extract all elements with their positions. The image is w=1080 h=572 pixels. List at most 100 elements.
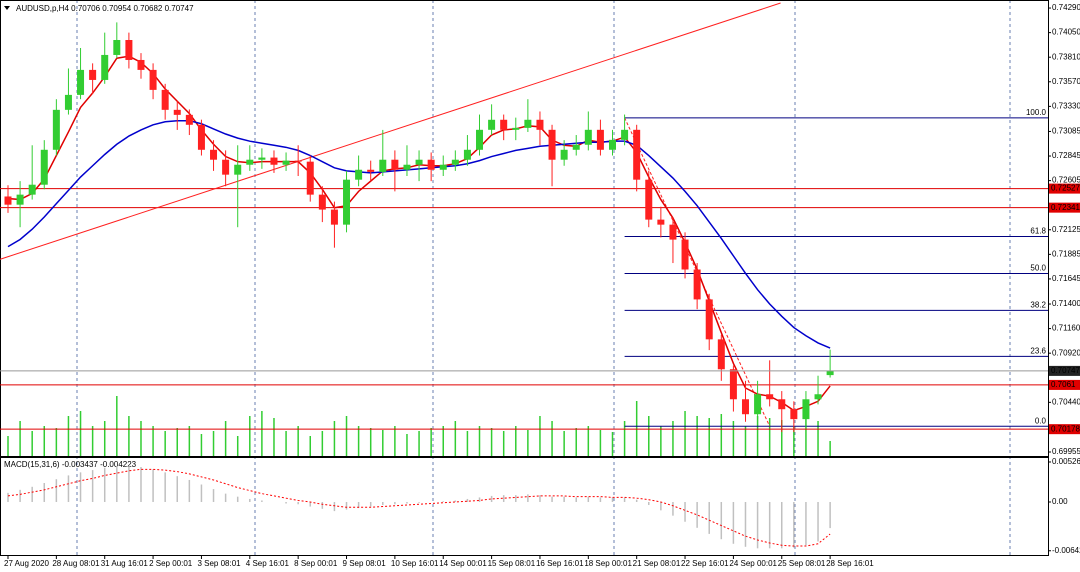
candle-body [536, 119, 544, 130]
candle-body [185, 114, 193, 125]
candle-body [512, 127, 520, 130]
y-tick-label: 0.72125 [1052, 225, 1080, 234]
y-tick-label: 0.72605 [1052, 176, 1080, 185]
candle-body [330, 209, 338, 225]
candle-body [246, 159, 254, 165]
x-tick-label: 9 Sep 08:01 [343, 559, 387, 568]
candle-body [476, 129, 484, 150]
candle-body [633, 129, 641, 180]
x-tick-label: 14 Sep 00:01 [439, 559, 487, 568]
level-tag [1049, 379, 1080, 390]
candle-body [500, 119, 508, 130]
signal-last: -0.004223 [100, 460, 137, 469]
candle-body [463, 149, 471, 160]
x-tick-label: 16 Sep 16:01 [536, 559, 584, 568]
candle-body [64, 94, 72, 110]
candle-body [137, 59, 145, 70]
x-tick-label: 25 Sep 08:01 [778, 559, 826, 568]
candle-body [802, 399, 810, 420]
level-label: 0.7061 [1051, 380, 1076, 389]
level-tag [1049, 183, 1080, 194]
candle-body [89, 69, 97, 80]
candle-body [222, 159, 230, 175]
x-tick-label: 21 Sep 08:01 [633, 559, 681, 568]
candle-body [572, 144, 580, 150]
fibo-label: 38.2 [1030, 300, 1046, 309]
candle-body [778, 399, 786, 410]
header-close: 0.70747 [165, 4, 194, 13]
header: AUDUSD,p,H4 0.70706 0.70954 0.70682 0.70… [16, 4, 194, 13]
last-price-tag [1049, 365, 1080, 376]
candle-body [584, 129, 592, 145]
y-tick-label: 0.70440 [1052, 397, 1080, 406]
x-tick-label: 4 Sep 16:01 [246, 559, 290, 568]
y-tick-label: 0.71885 [1052, 249, 1080, 258]
candle-body [16, 194, 24, 205]
level-label: 0.72341 [1051, 203, 1080, 212]
candle-body [439, 164, 447, 170]
level-tag [1049, 424, 1080, 435]
macd-header: MACD(15,31,6) -0.003437 -0.004223 [4, 460, 137, 469]
x-tick-label: 10 Sep 16:01 [391, 559, 439, 568]
candle-body [645, 179, 653, 220]
level-label: 0.70178 [1051, 424, 1080, 433]
y-tick-label: 0.73570 [1052, 77, 1080, 86]
candle-body [548, 129, 556, 160]
candle-body [210, 149, 218, 160]
x-tick-label: 15 Sep 08:01 [488, 559, 536, 568]
candle-body [355, 169, 363, 180]
fibo-label: 100.0 [1026, 108, 1047, 117]
y-tick-label: 0.72845 [1052, 151, 1080, 160]
candle-body [40, 149, 48, 185]
candle-body [560, 149, 568, 160]
y-tick-label: 0.005266 [1052, 457, 1080, 466]
candle-body [488, 119, 496, 130]
candle-body [125, 39, 133, 60]
candle-body [657, 219, 665, 225]
candle-body [705, 299, 713, 340]
x-tick-label: 2 Sep 00:01 [149, 559, 193, 568]
candle-body [693, 269, 701, 300]
candle-body [754, 394, 762, 415]
candle-body [391, 159, 399, 170]
x-tick-label: 31 Aug 16:01 [101, 559, 149, 568]
y-tick-label: 0.71400 [1052, 299, 1080, 308]
y-tick-label: 0.73810 [1052, 52, 1080, 61]
candle-body [669, 224, 677, 240]
y-tick-label: 0.71160 [1052, 324, 1080, 333]
x-tick-label: 18 Sep 00:01 [584, 559, 632, 568]
y-tick-label: 0.00 [1052, 497, 1068, 506]
candle-body [318, 194, 326, 210]
candle-body [717, 339, 725, 370]
x-tick-label: 28 Aug 08:01 [52, 559, 100, 568]
candle-body [814, 394, 822, 400]
header-open: 0.70706 [71, 4, 100, 13]
candle-body [52, 109, 60, 150]
y-tick-label: 0.70920 [1052, 348, 1080, 357]
level-label: 0.72527 [1051, 184, 1080, 193]
candle-body [621, 129, 629, 140]
x-tick-label: 3 Sep 08:01 [197, 559, 241, 568]
candle-body [101, 54, 109, 80]
candle-body [681, 239, 689, 270]
macd-title: MACD(15,31,6) [4, 460, 60, 469]
symbol: AUDUSD,p,H4 [16, 4, 69, 13]
candle-body [451, 159, 459, 165]
x-tick-label: 24 Sep 00:01 [729, 559, 777, 568]
header-high: 0.70954 [102, 4, 131, 13]
level-tag [1049, 202, 1080, 213]
macd-pane-frame [0, 457, 1049, 556]
candle-body [403, 164, 411, 170]
candle-body [282, 160, 290, 165]
x-tick-label: 28 Sep 16:01 [826, 559, 874, 568]
candle-body [173, 109, 181, 115]
candle-body [197, 124, 205, 150]
x-tick-label: 27 Aug 2020 [4, 559, 49, 568]
candle-body [294, 160, 302, 162]
candle-body [766, 394, 774, 400]
menu-arrow[interactable] [4, 6, 10, 10]
candle-body [596, 129, 604, 150]
y-tick-label: 0.69955 [1052, 447, 1080, 456]
y-tick-label: 0.74050 [1052, 28, 1080, 37]
